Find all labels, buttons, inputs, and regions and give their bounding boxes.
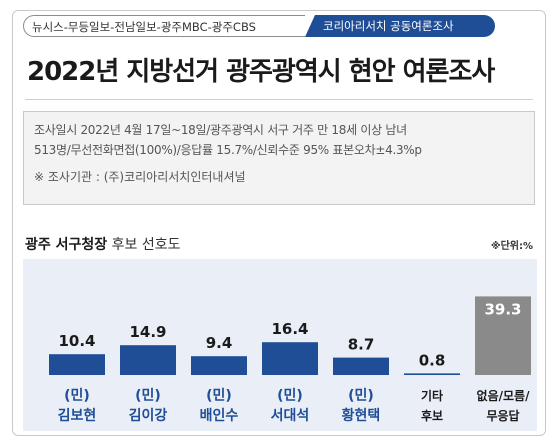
category-label-1-line1: (민): [64, 387, 90, 404]
value-label-2: 14.9: [129, 323, 166, 341]
category-label-2-line2: 김이강: [129, 407, 168, 424]
value-label-1: 10.4: [58, 332, 95, 350]
category-label-6-line2: 후보: [421, 408, 443, 423]
bar-chart-area: 10.4 (민) 김보현 14.9 (민) 김이강 9.4 (민) 배인수 16.4 (민) 서대석 8…: [23, 259, 537, 431]
bar-7: [475, 296, 531, 375]
category-label-1-line2: 김보현: [58, 407, 97, 424]
chart-title-sub: 후보 선호도: [111, 237, 181, 253]
page-title: 2022년 지방선거 광주광역시 현안 여론조사: [27, 57, 495, 87]
category-label-3-line2: 배인수: [200, 407, 239, 424]
poll-card: 뉴시스-무등일보-전남일보-광주MBC-광주CBS 코리아리서치 공동여론조사 …: [12, 10, 546, 436]
title-divider: [25, 99, 533, 100]
category-label-2-line1: (민): [135, 387, 161, 404]
category-label-7-line2: 무응답: [486, 408, 519, 423]
category-label-4-line2: 서대석: [271, 408, 310, 424]
category-label-4-line1: (민): [277, 387, 303, 404]
value-label-3: 9.4: [206, 334, 233, 352]
category-label-6-line1: 기타: [421, 388, 443, 403]
value-label-7: 39.3: [484, 300, 521, 318]
bar-6: [404, 373, 460, 375]
pollster-badge: 코리아리서치 공동여론조사: [305, 15, 495, 37]
survey-agency: ※ 조사기관 : (주)코리아리서치인터내셔널: [34, 170, 246, 184]
value-label-4: 16.4: [271, 320, 308, 338]
bar-3: [191, 356, 247, 375]
category-label-5-line1: (민): [348, 387, 374, 404]
bar-5: [333, 357, 389, 375]
value-label-6: 0.8: [419, 351, 446, 369]
category-label-7-line1: 없음/모름/: [477, 388, 531, 403]
bar-1: [49, 354, 105, 375]
bar-chart: 10.4 (민) 김보현 14.9 (민) 김이강 9.4 (민) 배인수 16.4 (민) 서대석 8…: [49, 296, 531, 424]
chart-title-main: 광주 서구청장: [25, 237, 108, 253]
bar-4: [262, 342, 318, 375]
survey-info-box: 조사일시 2022년 4월 17일~18일/광주광역시 서구 거주 만 18세 …: [23, 111, 535, 205]
survey-info-line-1: 조사일시 2022년 4월 17일~18일/광주광역시 서구 거주 만 18세 …: [34, 123, 407, 137]
chart-title: 광주 서구청장 후보 선호도: [25, 234, 180, 254]
media-sources: 뉴시스-무등일보-전남일보-광주MBC-광주CBS: [23, 15, 305, 37]
bar-2: [120, 345, 176, 375]
category-label-3-line1: (민): [206, 387, 232, 404]
category-label-5-line2: 황현택: [342, 407, 381, 424]
unit-note: ※단위:%: [490, 241, 533, 252]
value-label-5: 8.7: [348, 336, 375, 354]
survey-info-line-2: 513명/무선전화면접(100%)/응답률 15.7%/신뢰수준 95% 표본오…: [34, 143, 422, 157]
